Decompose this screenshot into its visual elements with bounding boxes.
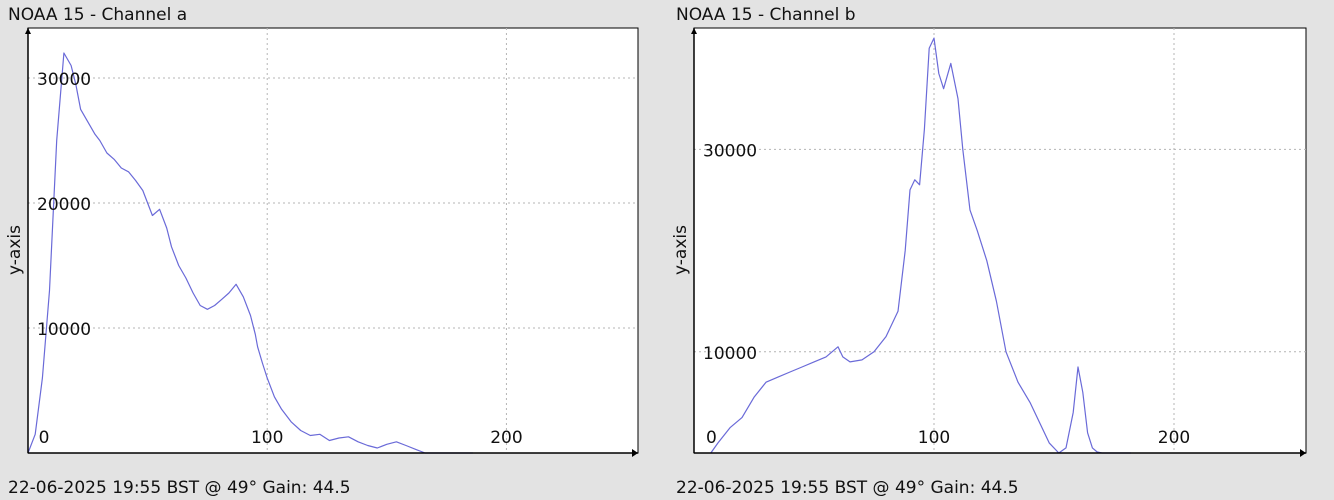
y-axis-arrow-icon: [691, 28, 697, 34]
chart-title: NOAA 15 - Channel a: [8, 5, 187, 25]
chart-footer: 22-06-2025 19:55 BST @ 49° Gain: 44.5: [8, 478, 351, 498]
x-axis-arrow-icon: [632, 449, 638, 457]
data-series-line: [710, 37, 1131, 454]
y-tick-label: 20000: [37, 195, 91, 215]
plot-area: [693, 27, 1307, 454]
y-tick-label: 30000: [37, 70, 91, 90]
chart-panel-1: 10000 20000 30000 0 100 200 NOAA 15 - Channel …: [5, 5, 639, 498]
y-tick-label: 10000: [37, 320, 91, 340]
chart-footer: 22-06-2025 19:55 BST @ 49° Gain: 44.5: [676, 478, 1019, 498]
x-tick-label: 200: [490, 428, 522, 448]
plot-area: [27, 27, 639, 454]
x-tick-label: 100: [918, 428, 950, 448]
y-axis-label: y-axis: [5, 225, 25, 275]
x-axis-arrow-icon: [1300, 449, 1306, 457]
y-axis-label: y-axis: [671, 225, 691, 275]
x-tick-label: 100: [251, 428, 283, 448]
chart-panel-2: 10000 30000 100 200 0 NOAA 15 - Channel b y-ax…: [671, 5, 1307, 498]
y-tick-label: 10000: [703, 344, 757, 364]
y-axis-arrow-icon: [25, 28, 31, 34]
x-tick-label: 0: [706, 428, 717, 448]
x-tick-label: 200: [1158, 428, 1190, 448]
x-tick-label: 0: [39, 428, 50, 448]
y-tick-label: 30000: [703, 141, 757, 161]
chart-title: NOAA 15 - Channel b: [676, 5, 856, 25]
data-series-line: [27, 52, 473, 454]
